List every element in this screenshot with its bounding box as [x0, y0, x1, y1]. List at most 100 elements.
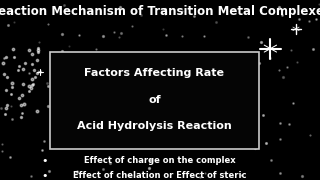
Point — [180, 10, 185, 13]
Point — [29, 77, 35, 80]
Point — [79, 117, 84, 120]
Point — [5, 23, 11, 26]
Point — [94, 8, 100, 11]
Point — [20, 68, 25, 70]
Point — [29, 63, 34, 66]
Point — [252, 146, 258, 149]
Point — [9, 104, 14, 107]
Point — [235, 92, 240, 95]
Point — [147, 158, 152, 161]
Point — [3, 113, 8, 116]
Point — [134, 75, 140, 78]
Point — [0, 107, 4, 110]
Point — [36, 50, 41, 53]
Point — [93, 48, 99, 51]
Point — [260, 113, 265, 116]
Point — [10, 118, 15, 120]
Point — [279, 14, 284, 17]
Point — [55, 144, 60, 147]
Point — [138, 14, 143, 17]
Point — [45, 104, 51, 107]
Point — [277, 138, 282, 141]
Point — [59, 32, 64, 35]
Point — [160, 123, 165, 126]
Point — [294, 60, 300, 63]
Point — [18, 115, 23, 118]
Point — [132, 77, 137, 80]
Point — [16, 96, 21, 99]
Point — [216, 65, 221, 68]
Point — [46, 22, 51, 25]
Point — [202, 34, 207, 37]
Point — [296, 18, 301, 21]
Point — [31, 83, 36, 86]
Point — [156, 133, 162, 136]
Point — [62, 4, 67, 6]
Text: of: of — [148, 95, 161, 105]
Point — [5, 104, 10, 107]
Text: Acid Hydrolysis Reaction: Acid Hydrolysis Reaction — [77, 121, 232, 131]
Point — [3, 107, 8, 109]
Point — [19, 104, 24, 107]
Point — [246, 36, 251, 39]
Point — [219, 65, 224, 68]
Point — [199, 85, 204, 88]
Point — [83, 140, 88, 143]
Point — [251, 86, 256, 89]
Point — [101, 167, 106, 170]
Point — [162, 7, 167, 10]
Point — [12, 56, 17, 59]
Point — [129, 25, 134, 28]
Point — [147, 166, 152, 169]
Point — [307, 20, 312, 22]
Point — [197, 176, 203, 179]
Point — [46, 84, 51, 87]
Point — [174, 69, 179, 71]
Point — [212, 145, 218, 148]
Point — [5, 75, 10, 78]
Point — [3, 56, 8, 59]
Point — [44, 82, 49, 85]
Point — [1, 62, 6, 65]
Point — [196, 85, 202, 88]
Point — [1, 57, 6, 60]
Point — [291, 101, 296, 104]
Point — [122, 145, 127, 148]
Text: Reaction Mechanism of Transition Metal Complexes: Reaction Mechanism of Transition Metal C… — [0, 5, 320, 18]
Point — [194, 102, 199, 105]
Point — [9, 93, 14, 95]
Point — [74, 170, 79, 173]
Point — [203, 171, 208, 174]
Point — [0, 143, 4, 146]
Point — [119, 32, 124, 35]
Point — [191, 14, 196, 17]
Point — [2, 72, 7, 75]
Point — [10, 81, 15, 84]
Point — [186, 60, 191, 62]
Point — [311, 47, 316, 50]
Point — [147, 116, 152, 119]
Point — [174, 99, 180, 102]
Point — [314, 17, 319, 20]
Point — [66, 45, 71, 48]
Point — [35, 46, 40, 49]
Point — [300, 175, 305, 178]
Point — [0, 149, 4, 152]
Point — [20, 94, 25, 97]
Point — [7, 155, 12, 158]
Point — [189, 66, 194, 68]
Point — [4, 89, 9, 92]
Point — [22, 62, 28, 65]
Point — [29, 84, 35, 87]
Point — [140, 130, 145, 132]
Point — [77, 33, 82, 36]
Point — [263, 142, 268, 145]
Text: Effect of chelation or Effect of steric
hinderance or Effect of Solvation energy: Effect of chelation or Effect of steric … — [63, 171, 257, 180]
Point — [27, 49, 32, 52]
Point — [26, 85, 31, 88]
Point — [126, 173, 131, 176]
Point — [186, 158, 191, 161]
Point — [268, 158, 274, 161]
Point — [284, 66, 290, 68]
Point — [258, 8, 263, 11]
